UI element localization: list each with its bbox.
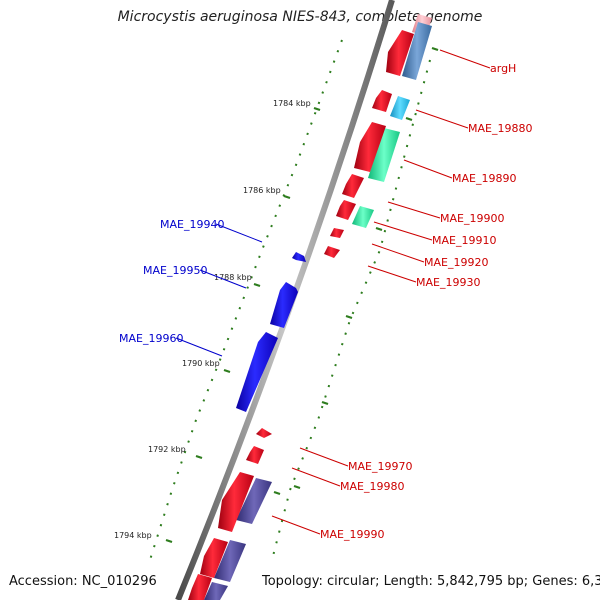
kbp-label-1788: 1788 kbp (214, 273, 252, 282)
forward-cds-arrow (372, 90, 392, 112)
major-ticks (165, 46, 439, 544)
reverse-cds-arrow (270, 282, 298, 328)
kbp-label-1786: 1786 kbp (243, 186, 281, 195)
feature-block-purple-3 (204, 582, 228, 600)
gene-label-MAE_19920[interactable]: MAE_19920 (424, 256, 488, 269)
forward-cds-arrow (324, 246, 340, 258)
forward-cds-arrow (342, 174, 364, 198)
accession-text: Accession: NC_010296 (9, 574, 157, 589)
reverse-cds-arrow (236, 332, 278, 412)
feature-block-purple-1 (236, 478, 272, 524)
gene-label-MAE_19990[interactable]: MAE_19990 (320, 528, 384, 541)
gene-label-MAE_19970[interactable]: MAE_19970 (348, 460, 412, 473)
kbp-label-1794: 1794 kbp (114, 531, 152, 540)
feature-block-green-2 (352, 206, 374, 228)
forward-label-leaders (271, 49, 491, 535)
gene-label-argH[interactable]: argH (490, 62, 516, 75)
feature-block-lightblue (390, 96, 410, 120)
forward-cds-arrow (386, 30, 414, 76)
gene-label-MAE_19940[interactable]: MAE_19940 (160, 218, 224, 231)
forward-cds-arrow (330, 228, 344, 238)
reverse-cds-track (236, 252, 306, 412)
reverse-label-leaders (175, 223, 263, 357)
kbp-label-1784: 1784 kbp (273, 99, 311, 108)
feature-block-steel (402, 22, 432, 80)
kbp-label-1790: 1790 kbp (182, 359, 220, 368)
topology-text: Topology: circular; Length: 5,842,795 bp… (262, 574, 600, 589)
feature-block-purple-2 (214, 540, 246, 582)
map-title: Microcystis aeruginosa NIES-843, complet… (117, 9, 483, 25)
gene-label-MAE_19930[interactable]: MAE_19930 (416, 276, 480, 289)
forward-gene-labels: argH MAE_19880 MAE_19890 MAE_19900 MAE_1… (320, 62, 532, 541)
gene-label-MAE_19880[interactable]: MAE_19880 (468, 122, 532, 135)
forward-cds-track (188, 30, 414, 600)
forward-cds-arrow (354, 122, 386, 172)
forward-cds-arrow (188, 574, 212, 600)
forward-cds-arrow (200, 538, 228, 578)
forward-cds-arrow (336, 200, 356, 220)
feature-block-green-1 (368, 128, 400, 182)
gene-label-MAE_19950[interactable]: MAE_19950 (143, 264, 207, 277)
gene-label-MAE_19980[interactable]: MAE_19980 (340, 480, 404, 493)
gene-label-MAE_19890[interactable]: MAE_19890 (452, 172, 516, 185)
feature-track-inner (204, 14, 432, 600)
forward-cds-arrow (246, 446, 264, 464)
forward-cds-arrow (218, 472, 254, 532)
gene-label-MAE_19910[interactable]: MAE_19910 (432, 234, 496, 247)
reverse-gene-labels: MAE_19940 MAE_19950 MAE_19960 (119, 218, 224, 345)
scale-track-outer (149, 39, 343, 561)
kbp-label-1792: 1792 kbp (148, 445, 186, 454)
forward-cds-arrow (256, 428, 272, 438)
gene-label-MAE_19900[interactable]: MAE_19900 (440, 212, 504, 225)
reverse-cds-arrow (292, 252, 306, 262)
gene-label-MAE_19960[interactable]: MAE_19960 (119, 332, 183, 345)
